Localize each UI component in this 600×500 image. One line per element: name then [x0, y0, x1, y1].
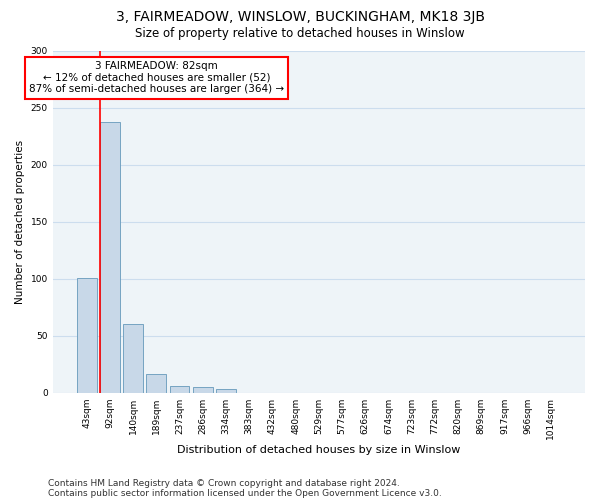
- Bar: [170, 386, 190, 392]
- Bar: [123, 324, 143, 392]
- Bar: [193, 387, 212, 392]
- Text: 3 FAIRMEADOW: 82sqm
← 12% of detached houses are smaller (52)
87% of semi-detach: 3 FAIRMEADOW: 82sqm ← 12% of detached ho…: [29, 61, 284, 94]
- Bar: [100, 122, 120, 392]
- Bar: [216, 389, 236, 392]
- Bar: [146, 374, 166, 392]
- Bar: [77, 278, 97, 392]
- X-axis label: Distribution of detached houses by size in Winslow: Distribution of detached houses by size …: [177, 445, 461, 455]
- Text: Size of property relative to detached houses in Winslow: Size of property relative to detached ho…: [135, 28, 465, 40]
- Text: Contains public sector information licensed under the Open Government Licence v3: Contains public sector information licen…: [48, 488, 442, 498]
- Y-axis label: Number of detached properties: Number of detached properties: [15, 140, 25, 304]
- Text: Contains HM Land Registry data © Crown copyright and database right 2024.: Contains HM Land Registry data © Crown c…: [48, 478, 400, 488]
- Text: 3, FAIRMEADOW, WINSLOW, BUCKINGHAM, MK18 3JB: 3, FAIRMEADOW, WINSLOW, BUCKINGHAM, MK18…: [115, 10, 485, 24]
